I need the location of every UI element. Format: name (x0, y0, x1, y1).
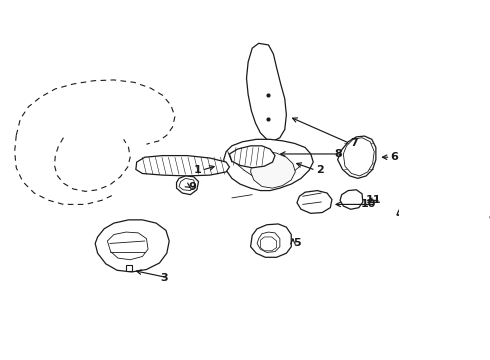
Polygon shape (229, 146, 275, 168)
Polygon shape (260, 237, 277, 251)
Polygon shape (176, 176, 198, 195)
Text: 1: 1 (194, 165, 202, 175)
Text: 6: 6 (391, 152, 398, 162)
Text: 2: 2 (316, 165, 323, 175)
Polygon shape (250, 224, 291, 257)
Text: 5: 5 (293, 238, 300, 248)
Polygon shape (224, 139, 313, 190)
Text: 10: 10 (361, 199, 376, 210)
Text: 4: 4 (488, 212, 490, 222)
Text: 3: 3 (160, 273, 168, 283)
Polygon shape (397, 188, 490, 216)
Polygon shape (257, 232, 280, 252)
Ellipse shape (261, 165, 276, 176)
Text: 7: 7 (350, 138, 358, 148)
Polygon shape (107, 232, 148, 260)
Polygon shape (95, 220, 169, 272)
Polygon shape (246, 43, 286, 141)
Polygon shape (250, 152, 295, 188)
Polygon shape (179, 178, 195, 190)
Polygon shape (136, 156, 229, 176)
Text: 9: 9 (189, 181, 196, 192)
Polygon shape (338, 136, 376, 178)
Polygon shape (126, 265, 132, 271)
Text: 8: 8 (334, 149, 342, 159)
Text: 11: 11 (365, 195, 381, 205)
Polygon shape (340, 190, 363, 209)
Polygon shape (343, 138, 374, 176)
Polygon shape (297, 190, 332, 213)
